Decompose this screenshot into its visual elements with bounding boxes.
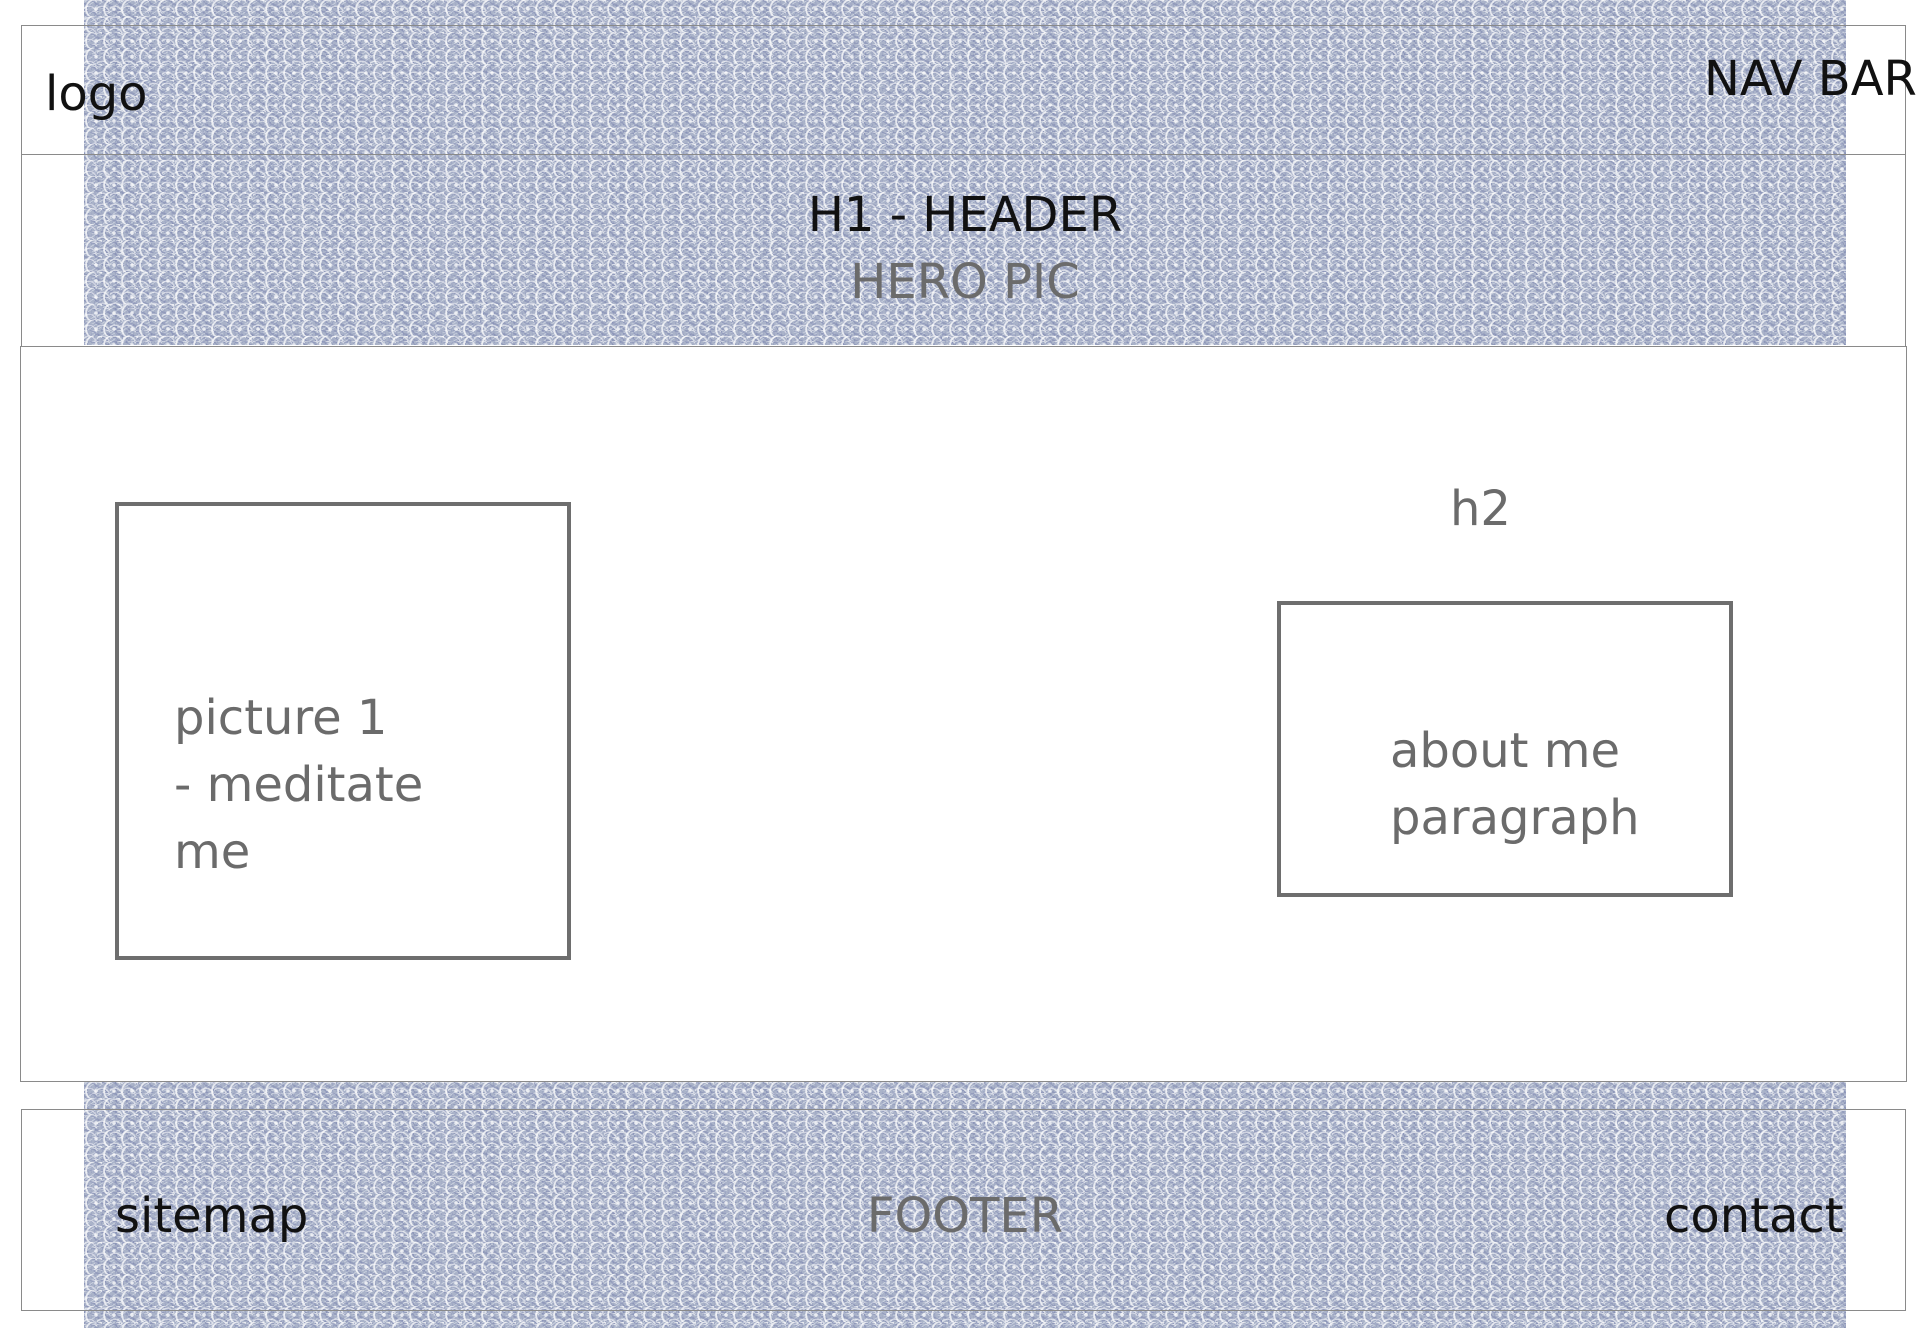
section-heading: h2	[1450, 481, 1511, 537]
logo[interactable]: logo	[45, 66, 148, 122]
contact-link[interactable]: contact	[1664, 1188, 1844, 1244]
nav-bar-region	[21, 25, 1906, 155]
nav-bar-label[interactable]: NAV BAR	[1704, 51, 1917, 107]
about-me-box	[1277, 601, 1733, 897]
about-me-label: about me paragraph	[1390, 723, 1640, 846]
hero-background-texture	[84, 0, 1846, 345]
footer-region	[21, 1109, 1906, 1311]
hero-pic-label: HERO PIC	[850, 254, 1080, 310]
sitemap-link[interactable]: sitemap	[115, 1188, 309, 1244]
picture-placeholder	[115, 502, 571, 960]
page-title: H1 - HEADER	[807, 187, 1123, 243]
header-region	[21, 155, 1906, 347]
footer-label: FOOTER	[866, 1188, 1064, 1244]
picture-placeholder-label: picture 1 - meditate me	[174, 690, 424, 880]
footer-background-texture	[84, 1082, 1846, 1328]
